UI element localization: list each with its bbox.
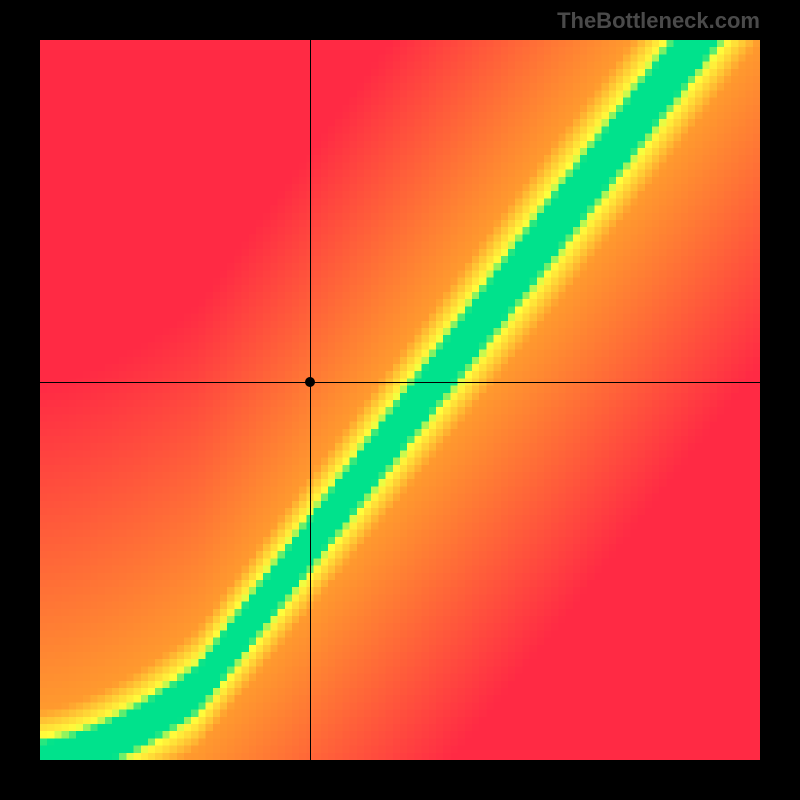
crosshair-marker (305, 377, 315, 387)
crosshair-vertical (310, 40, 311, 760)
bottleneck-heatmap-canvas (40, 40, 760, 760)
bottleneck-heatmap-container (40, 40, 760, 760)
crosshair-horizontal (40, 382, 760, 383)
watermark-text: TheBottleneck.com (557, 8, 760, 34)
